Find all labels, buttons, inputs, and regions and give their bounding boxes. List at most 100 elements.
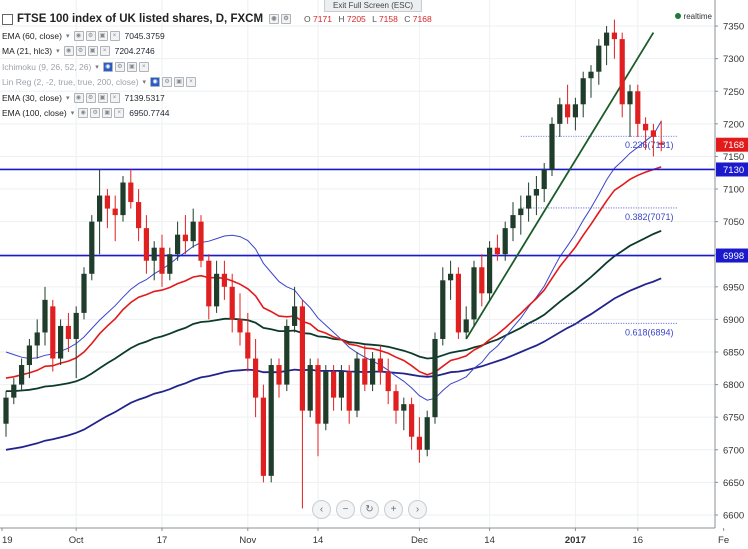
time-tick-label: 17 <box>157 535 168 546</box>
ohlc-low: 7158 <box>378 14 398 24</box>
delete-icon[interactable]: × <box>138 61 149 72</box>
candle-up <box>167 254 173 274</box>
source-icon[interactable]: ▣ <box>97 30 108 41</box>
candle-up <box>120 182 126 216</box>
exit-fullscreen-button[interactable]: Exit Full Screen (ESC) <box>324 0 422 12</box>
symbol-controls[interactable]: ◉ ⚙ <box>269 14 292 24</box>
scroll-right-button[interactable]: › <box>408 500 427 519</box>
visibility-icon[interactable]: ◉ <box>73 30 84 41</box>
dropdown-arrow-icon[interactable]: ▾ <box>142 79 147 87</box>
indicator-controls[interactable]: ◉ ⚙ ▣ × <box>78 108 125 119</box>
indicator-controls[interactable]: ◉ ⚙ ▣ × <box>102 61 149 72</box>
ohlc-readout: O 7171 H 7205 L 7158 C 7168 <box>304 14 432 24</box>
settings-icon[interactable]: ⚙ <box>162 77 173 88</box>
price-tick-label: 7200 <box>723 119 744 130</box>
candle-up <box>89 221 95 274</box>
price-tick-label: 6750 <box>723 413 744 424</box>
candle-up <box>463 319 469 333</box>
settings-icon[interactable]: ⚙ <box>85 92 96 103</box>
indicator-row[interactable]: MA (21, hlc3) ▾ ◉ ⚙ ▣ × 7204.2746 <box>2 44 432 60</box>
price-tick-label: 7250 <box>723 87 744 98</box>
delete-icon[interactable]: × <box>186 77 197 88</box>
indicator-row[interactable]: Lin Reg (2, -2, true, true, 200, close) ▾… <box>2 75 432 91</box>
candle-up <box>572 104 578 118</box>
candle-down <box>253 358 259 398</box>
delete-icon[interactable]: × <box>109 92 120 103</box>
settings-icon[interactable]: ⚙ <box>281 14 292 24</box>
candle-down <box>393 391 399 411</box>
candle-down <box>206 260 212 307</box>
candle-up <box>526 195 532 209</box>
visibility-icon[interactable]: ◉ <box>102 61 113 72</box>
dropdown-arrow-icon[interactable]: ▾ <box>95 63 99 71</box>
candle-down <box>479 267 485 294</box>
time-tick-label: 14 <box>484 535 495 546</box>
symbol-row: FTSE 100 index of UK listed shares, D, F… <box>2 10 432 28</box>
price-tick-label: 7150 <box>723 152 744 163</box>
delete-icon[interactable]: × <box>114 108 125 119</box>
ohlc-high: 7205 <box>346 14 366 24</box>
indicator-row[interactable]: Ichimoku (9, 26, 52, 26) ▾ ◉ ⚙ ▣ × <box>2 59 432 75</box>
settings-icon[interactable]: ⚙ <box>90 108 101 119</box>
dropdown-arrow-icon[interactable]: ▾ <box>70 110 75 118</box>
fibonacci-label: 0.236(7181) <box>625 140 674 150</box>
dropdown-arrow-icon[interactable]: ▾ <box>66 32 70 40</box>
candle-down <box>128 182 134 203</box>
delete-icon[interactable]: × <box>109 30 120 41</box>
zoom-in-button[interactable]: − <box>336 500 355 519</box>
visibility-icon[interactable]: ◉ <box>73 92 84 103</box>
price-tick-label: 6650 <box>723 478 744 489</box>
visibility-icon[interactable]: ◉ <box>150 77 161 88</box>
candle-up <box>354 358 360 411</box>
candle-down <box>385 371 391 392</box>
candle-down <box>221 273 227 287</box>
chart-menu-icon[interactable] <box>2 13 13 25</box>
settings-icon[interactable]: ⚙ <box>75 46 86 57</box>
candle-down <box>409 404 415 437</box>
price-tick-label: 6850 <box>723 348 744 359</box>
indicator-controls[interactable]: ◉ ⚙ ▣ × <box>63 46 110 57</box>
reset-button[interactable]: ↻ <box>360 500 379 519</box>
visibility-icon[interactable]: ◉ <box>63 46 74 57</box>
indicator-name: Lin Reg (2, -2, true, true, 200, close) <box>2 77 139 88</box>
indicator-controls[interactable]: ◉ ⚙ ▣ × <box>150 77 197 88</box>
indicator-row[interactable]: EMA (30, close) ▾ ◉ ⚙ ▣ × 7139.5317 <box>2 90 432 106</box>
source-icon[interactable]: ▣ <box>174 77 185 88</box>
dropdown-arrow-icon[interactable]: ▾ <box>56 48 60 56</box>
candle-up <box>604 32 610 46</box>
candle-up <box>307 365 313 411</box>
delete-icon[interactable]: × <box>99 46 110 57</box>
visibility-icon[interactable]: ◉ <box>78 108 89 119</box>
settings-icon[interactable]: ⚙ <box>114 61 125 72</box>
candle-down <box>159 247 165 274</box>
candle-down <box>143 228 149 261</box>
candle-down <box>362 358 368 385</box>
zoom-in-plus-button[interactable]: + <box>384 500 403 519</box>
zoom-out-button[interactable]: ‹ <box>312 500 331 519</box>
indicator-controls[interactable]: ◉ ⚙ ▣ × <box>73 30 120 41</box>
indicator-controls[interactable]: ◉ ⚙ ▣ × <box>73 92 120 103</box>
indicator-row[interactable]: EMA (100, close) ▾ ◉ ⚙ ▣ × 6950.7744 <box>2 106 432 122</box>
source-icon[interactable]: ▣ <box>126 61 137 72</box>
fibonacci-label: 0.618(6894) <box>625 327 674 337</box>
candle-up <box>557 104 563 124</box>
dropdown-arrow-icon[interactable]: ▾ <box>66 94 70 102</box>
candle-up <box>541 169 547 190</box>
candle-down <box>565 104 571 118</box>
candle-up <box>175 234 181 255</box>
price-tag-label: 6998 <box>723 251 744 262</box>
source-icon[interactable]: ▣ <box>97 92 108 103</box>
candle-up <box>401 404 407 411</box>
visibility-icon[interactable]: ◉ <box>269 14 280 24</box>
indicator-row[interactable]: EMA (60, close) ▾ ◉ ⚙ ▣ × 7045.3759 <box>2 28 432 44</box>
source-icon[interactable]: ▣ <box>102 108 113 119</box>
settings-icon[interactable]: ⚙ <box>85 30 96 41</box>
candle-down <box>198 221 204 261</box>
indicator-value: 7139.5317 <box>124 92 165 103</box>
candle-up <box>596 45 602 72</box>
candle-down <box>229 286 235 320</box>
source-icon[interactable]: ▣ <box>87 46 98 57</box>
price-tag-box <box>716 137 748 152</box>
realtime-label: realtime <box>683 12 712 21</box>
